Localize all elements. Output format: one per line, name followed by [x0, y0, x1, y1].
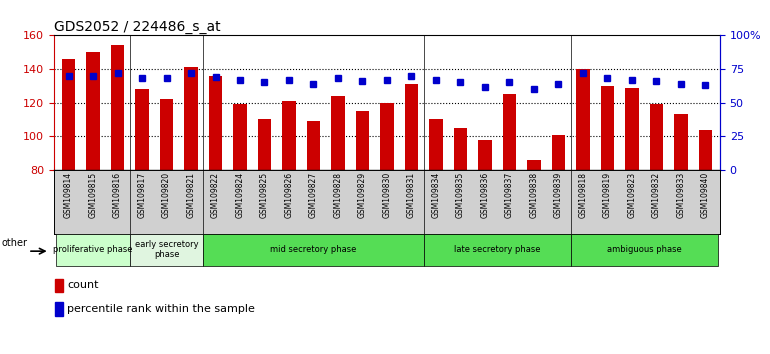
Text: percentile rank within the sample: percentile rank within the sample: [68, 304, 256, 314]
Bar: [283, 101, 296, 170]
Text: count: count: [68, 280, 99, 291]
Text: other: other: [1, 239, 27, 249]
Text: GSM109838: GSM109838: [529, 172, 538, 218]
Text: GSM109829: GSM109829: [358, 172, 367, 218]
Bar: [356, 111, 369, 170]
Text: GSM109836: GSM109836: [480, 172, 490, 218]
Text: early secretory
phase: early secretory phase: [135, 240, 199, 259]
Bar: [55, 279, 63, 292]
Text: GSM109832: GSM109832: [651, 172, 661, 218]
Text: GSM109827: GSM109827: [309, 172, 318, 218]
Text: late secretory phase: late secretory phase: [454, 245, 541, 254]
Bar: [111, 45, 124, 170]
Text: mid secretory phase: mid secretory phase: [270, 245, 357, 254]
Text: GDS2052 / 224486_s_at: GDS2052 / 224486_s_at: [54, 21, 220, 34]
Text: GSM109817: GSM109817: [138, 172, 146, 218]
Bar: [380, 103, 393, 170]
Bar: [331, 96, 345, 170]
Bar: [625, 87, 638, 170]
Text: GSM109837: GSM109837: [505, 172, 514, 218]
Text: GSM109818: GSM109818: [578, 172, 588, 218]
Bar: [209, 76, 223, 170]
Bar: [86, 52, 100, 170]
Bar: [56, 234, 130, 266]
Bar: [405, 84, 418, 170]
Bar: [601, 86, 614, 170]
Text: GSM109820: GSM109820: [162, 172, 171, 218]
Bar: [306, 121, 320, 170]
Text: GSM109839: GSM109839: [554, 172, 563, 218]
Bar: [503, 94, 516, 170]
Bar: [551, 135, 565, 170]
Bar: [478, 139, 491, 170]
Text: ambiguous phase: ambiguous phase: [607, 245, 681, 254]
Text: GSM109815: GSM109815: [89, 172, 98, 218]
Bar: [130, 234, 203, 266]
Text: GSM109840: GSM109840: [701, 172, 710, 218]
Text: GSM109823: GSM109823: [628, 172, 636, 218]
Bar: [55, 302, 63, 316]
Text: GSM109814: GSM109814: [64, 172, 73, 218]
Text: GSM109819: GSM109819: [603, 172, 612, 218]
Bar: [571, 234, 718, 266]
Text: GSM109834: GSM109834: [431, 172, 440, 218]
Bar: [454, 128, 467, 170]
Bar: [136, 89, 149, 170]
Text: GSM109828: GSM109828: [333, 172, 343, 218]
Text: GSM109821: GSM109821: [186, 172, 196, 218]
Text: GSM109831: GSM109831: [407, 172, 416, 218]
Bar: [184, 67, 198, 170]
Text: GSM109816: GSM109816: [113, 172, 122, 218]
Bar: [160, 99, 173, 170]
Bar: [576, 69, 590, 170]
Bar: [203, 234, 424, 266]
Text: GSM109835: GSM109835: [456, 172, 465, 218]
Text: GSM109822: GSM109822: [211, 172, 220, 218]
Bar: [698, 130, 712, 170]
Text: GSM109824: GSM109824: [236, 172, 245, 218]
Bar: [650, 104, 663, 170]
Bar: [62, 59, 75, 170]
Bar: [674, 114, 688, 170]
Bar: [429, 119, 443, 170]
Text: GSM109825: GSM109825: [260, 172, 269, 218]
Bar: [233, 104, 246, 170]
Bar: [424, 234, 571, 266]
Bar: [527, 160, 541, 170]
Text: GSM109826: GSM109826: [284, 172, 293, 218]
Text: GSM109833: GSM109833: [676, 172, 685, 218]
Text: proliferative phase: proliferative phase: [53, 245, 133, 254]
Text: GSM109830: GSM109830: [383, 172, 391, 218]
Bar: [258, 119, 271, 170]
